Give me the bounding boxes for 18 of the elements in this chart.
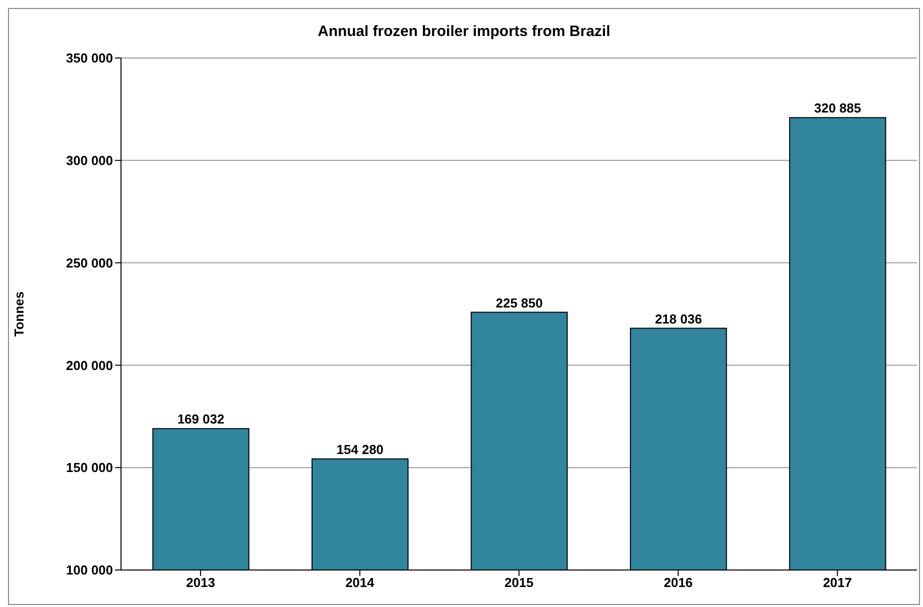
y-axis-title: Tonnes bbox=[12, 291, 27, 337]
x-tick-label: 2013 bbox=[186, 575, 216, 590]
chart-title: Annual frozen broiler imports from Brazil bbox=[316, 23, 612, 40]
x-tick-label: 2014 bbox=[345, 575, 376, 590]
data-label: 218 036 bbox=[654, 311, 702, 326]
y-tick-label: 350 000 bbox=[66, 50, 113, 66]
y-tick-label: 250 000 bbox=[66, 255, 113, 270]
data-label: 320 885 bbox=[814, 100, 862, 116]
y-tick-label: 100 000 bbox=[66, 562, 113, 578]
y-tick-label: 300 000 bbox=[66, 153, 113, 168]
y-tick-label: 150 000 bbox=[66, 460, 113, 476]
x-tick-label: 2017 bbox=[822, 575, 852, 590]
data-label: 169 032 bbox=[177, 412, 224, 427]
x-tick-label: 2016 bbox=[664, 575, 693, 590]
y-tick-label: 200 000 bbox=[66, 358, 113, 373]
x-tick-label: 2015 bbox=[504, 575, 534, 590]
data-label: 154 280 bbox=[336, 442, 384, 457]
data-label: 225 850 bbox=[496, 295, 543, 310]
